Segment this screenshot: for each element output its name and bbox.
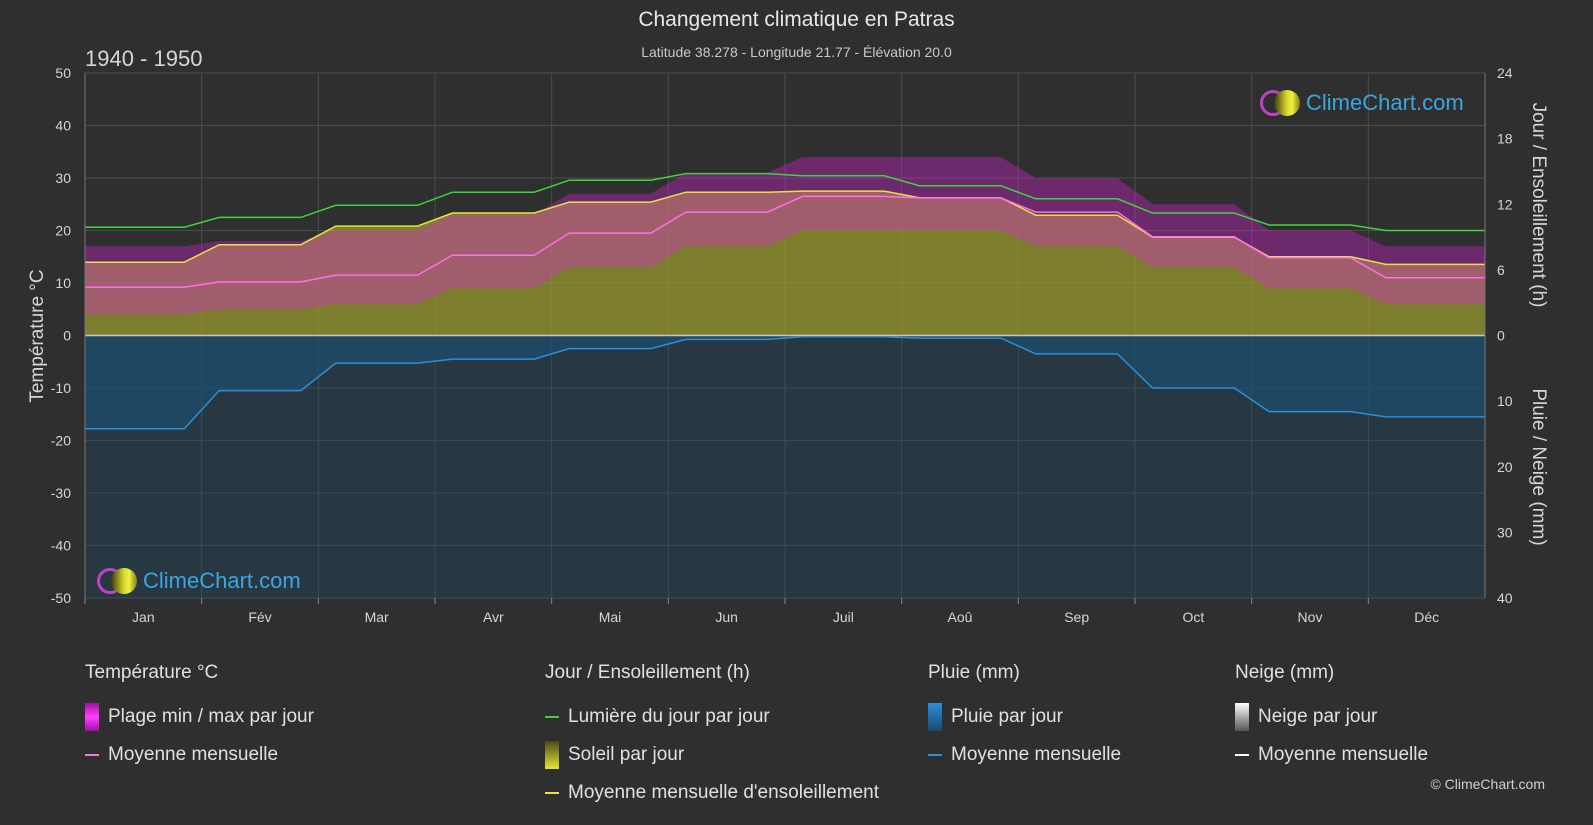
y-tick-precip: 30 [1497, 524, 1513, 540]
sunshine-swatch [545, 741, 559, 769]
chart-title: Changement climatique en Patras [638, 8, 955, 31]
legend-rain: Pluie (mm) Pluie par jour Moyenne mensue… [928, 662, 1121, 774]
x-tick-label: Mar [365, 609, 389, 625]
legend-item: Plage min / max par jour [85, 698, 314, 736]
logo-bottom-left[interactable]: ClimeChart.com [97, 568, 301, 594]
x-tick-label: Aoû [948, 609, 973, 625]
x-tick-label: Jun [715, 609, 738, 625]
legend-heading: Neige (mm) [1235, 662, 1335, 683]
period-label: 1940 - 1950 [85, 46, 203, 71]
y-tick-hours: 18 [1497, 131, 1513, 147]
legend-snow: Neige (mm) Neige par jour Moyenne mensue… [1235, 662, 1428, 774]
logo-text: ClimeChart.com [1306, 90, 1464, 115]
logo-sun-icon [1274, 90, 1300, 116]
snow-swatch [1235, 703, 1249, 731]
line-swatch [1235, 754, 1249, 756]
legend-item: Moyenne mensuelle [1235, 736, 1428, 774]
x-tick-label: Juil [833, 609, 854, 625]
rain-area [85, 335, 1485, 429]
line-swatch [545, 716, 559, 718]
rain-mean-line [85, 336, 1485, 430]
logo-top-right[interactable]: ClimeChart.com [1260, 90, 1464, 116]
legend-item: Moyenne mensuelle [85, 736, 314, 774]
legend-label: Moyenne mensuelle [1258, 744, 1429, 765]
legend-label: Plage min / max par jour [108, 706, 314, 727]
legend-heading: Pluie (mm) [928, 662, 1020, 683]
legend-item: Soleil par jour [545, 736, 879, 774]
legend-label: Soleil par jour [568, 744, 685, 765]
logo-sun-icon [111, 568, 137, 594]
y-tick-temp: -20 [51, 433, 71, 449]
x-tick-label: Sep [1064, 609, 1089, 625]
legend-label: Moyenne mensuelle d'ensoleillement [568, 782, 879, 803]
legend-item: Moyenne mensuelle d'ensoleillement [545, 774, 879, 812]
legend-label: Pluie par jour [951, 706, 1063, 727]
legend-sun: Jour / Ensoleillement (h) Lumière du jou… [545, 662, 879, 812]
x-tick-label: Nov [1298, 609, 1323, 625]
line-swatch [928, 754, 942, 756]
y-tick-temp: 30 [55, 170, 71, 186]
y-tick-temp: -10 [51, 380, 71, 396]
legend-label: Moyenne mensuelle [951, 744, 1122, 765]
y-tick-temp: 20 [55, 223, 71, 239]
rain-daily-band [85, 335, 1485, 598]
chart-subtitle: Latitude 38.278 - Longitude 21.77 - Élév… [641, 44, 952, 60]
y-tick-temp: 10 [55, 275, 71, 291]
x-tick-label: Déc [1414, 609, 1439, 625]
x-tick-label: Avr [483, 609, 504, 625]
legend-heading: Jour / Ensoleillement (h) [545, 662, 750, 683]
legend-item: Neige par jour [1235, 698, 1428, 736]
logo-text: ClimeChart.com [143, 568, 301, 593]
sunshine-area [85, 191, 1485, 336]
range-swatch [85, 703, 99, 731]
x-tick-label: Mai [599, 609, 622, 625]
legend-temperature: Température °C Plage min / max par jour … [85, 662, 314, 774]
legend-item: Pluie par jour [928, 698, 1121, 736]
y-tick-hours: 6 [1497, 262, 1505, 278]
y-tick-temp: 0 [63, 328, 71, 344]
legend-label: Lumière du jour par jour [568, 706, 770, 727]
y-tick-temp: 40 [55, 118, 71, 134]
y-tick-hours: 24 [1497, 65, 1513, 81]
legend-label: Moyenne mensuelle [108, 744, 279, 765]
legend-item: Lumière du jour par jour [545, 698, 879, 736]
copyright: © ClimeChart.com [1430, 776, 1545, 792]
legend-item: Moyenne mensuelle [928, 736, 1121, 774]
x-tick-label: Oct [1182, 609, 1204, 625]
y-tick-temp: 50 [55, 65, 71, 81]
temp-mean-line [85, 195, 1485, 288]
y-tick-temp: -30 [51, 485, 71, 501]
rain-swatch [928, 703, 942, 731]
y-tick-temp: -50 [51, 590, 71, 606]
line-swatch [85, 754, 99, 756]
y-tick-temp: -40 [51, 538, 71, 554]
y-tick-hours: 0 [1497, 328, 1505, 344]
climate-chart: 50 40 30 20 10 0 -10 -20 -30 -40 -50 24 18 12 6 0 10 20 30… [51, 65, 1513, 625]
y-tick-precip: 20 [1497, 459, 1513, 475]
temp-range-band [85, 157, 1485, 315]
line-swatch [545, 792, 559, 794]
daylight-line [85, 172, 1485, 232]
x-tick-label: Fév [248, 609, 271, 625]
legend-label: Neige par jour [1258, 706, 1378, 727]
y-tick-precip: 10 [1497, 393, 1513, 409]
legend-heading: Température °C [85, 662, 219, 683]
y-tick-precip: 40 [1497, 590, 1513, 606]
x-tick-label: Jan [132, 609, 155, 625]
y-tick-hours: 12 [1497, 196, 1513, 212]
